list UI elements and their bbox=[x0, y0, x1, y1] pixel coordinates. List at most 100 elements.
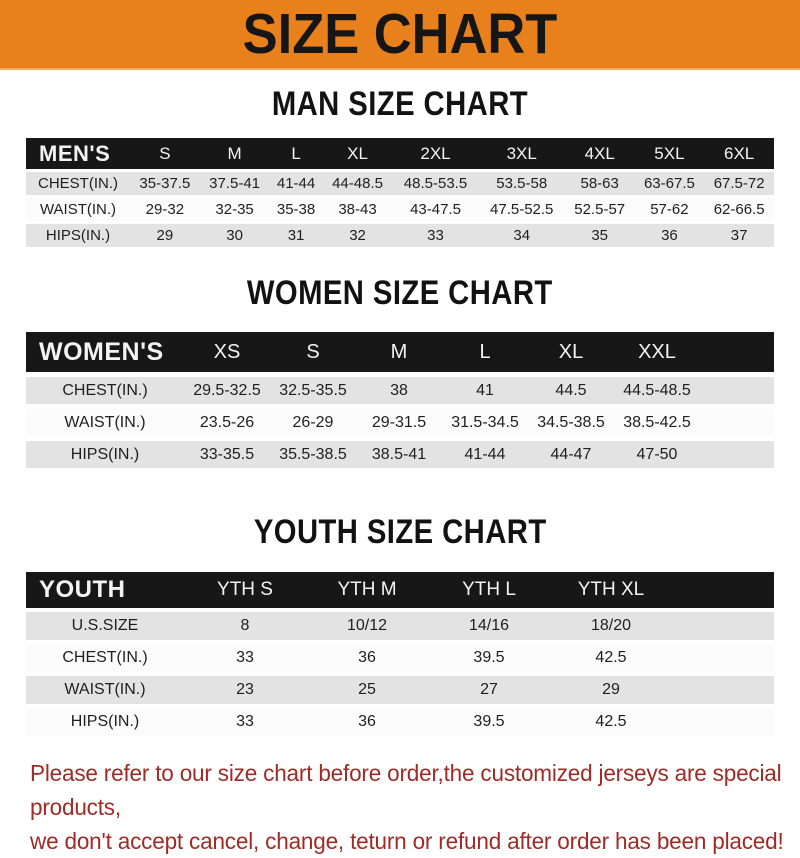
row-label-cell: CHEST(IN.) bbox=[26, 377, 184, 404]
size-value-cell: 14/16 bbox=[428, 612, 550, 640]
row-label-cell: WAIST(IN.) bbox=[26, 676, 184, 704]
section-youth: YOUTH SIZE CHART YOUTH YTH S YTH M YTH L YTH… bbox=[0, 513, 800, 740]
table-row: WAIST(IN.) 29-32 32-35 35-38 38-43 43-47.5 47.… bbox=[26, 198, 774, 221]
size-value-cell: 29 bbox=[130, 224, 200, 247]
order-note-line-1: Please refer to our size chart before or… bbox=[30, 760, 782, 820]
size-column-header: YTH L bbox=[428, 572, 550, 608]
size-column-header: 2XL bbox=[392, 138, 479, 169]
size-table-header-row: YOUTH YTH S YTH M YTH L YTH XL bbox=[26, 572, 774, 608]
size-column-header: M bbox=[199, 138, 270, 169]
size-value-cell: 33 bbox=[184, 708, 306, 736]
size-column-header: XL bbox=[322, 138, 393, 169]
table-row: HIPS(IN.) 33 36 39.5 42.5 bbox=[26, 708, 774, 736]
size-value-cell: 37 bbox=[704, 224, 774, 247]
row-label-cell: HIPS(IN.) bbox=[26, 708, 184, 736]
row-filler-cell bbox=[672, 708, 774, 736]
size-column-header: L bbox=[269, 138, 323, 169]
size-value-cell: 41-44 bbox=[269, 172, 323, 195]
size-column-header: 5XL bbox=[634, 138, 705, 169]
size-column-header: YTH M bbox=[306, 572, 428, 608]
order-note-line-2: we don't accept cancel, change, teturn o… bbox=[30, 828, 784, 854]
size-column-header: XL bbox=[528, 332, 614, 372]
size-column-header: 4XL bbox=[564, 138, 635, 169]
row-filler-cell bbox=[700, 441, 774, 468]
size-value-cell: 18/20 bbox=[550, 612, 672, 640]
women-section-heading: WOMEN SIZE CHART bbox=[0, 274, 800, 313]
size-value-cell: 26-29 bbox=[270, 409, 356, 436]
size-value-cell: 32.5-35.5 bbox=[270, 377, 356, 404]
table-title-cell: WOMEN'S bbox=[26, 332, 184, 372]
size-table-header-row: WOMEN'S XS S M L XL XXL bbox=[26, 332, 774, 372]
row-label-cell: CHEST(IN.) bbox=[26, 172, 130, 195]
size-value-cell: 35.5-38.5 bbox=[270, 441, 356, 468]
size-column-header: L bbox=[442, 332, 528, 372]
men-section-heading: MAN SIZE CHART bbox=[0, 85, 800, 124]
size-value-cell: 33-35.5 bbox=[184, 441, 270, 468]
size-value-cell: 67.5-72 bbox=[704, 172, 774, 195]
size-value-cell: 32-35 bbox=[199, 198, 270, 221]
size-column-header: 3XL bbox=[478, 138, 565, 169]
men-size-table: MEN'S S M L XL 2XL 3XL 4XL 5XL 6XL CHEST(IN.) 35-37… bbox=[26, 135, 774, 250]
size-value-cell: 52.5-57 bbox=[564, 198, 635, 221]
size-value-cell: 35-38 bbox=[269, 198, 323, 221]
size-column-header: S bbox=[270, 332, 356, 372]
size-value-cell: 29-31.5 bbox=[356, 409, 442, 436]
size-value-cell: 57-62 bbox=[634, 198, 705, 221]
row-filler-cell bbox=[672, 676, 774, 704]
size-value-cell: 53.5-58 bbox=[478, 172, 565, 195]
size-value-cell: 44.5 bbox=[528, 377, 614, 404]
men-section-heading-text: MAN SIZE CHART bbox=[271, 85, 529, 123]
row-label-cell: U.S.SIZE bbox=[26, 612, 184, 640]
row-filler-cell bbox=[672, 644, 774, 672]
youth-section-heading-text: YOUTH SIZE CHART bbox=[253, 513, 547, 551]
table-row: HIPS(IN.) 33-35.5 35.5-38.5 38.5-41 41-44 44-… bbox=[26, 441, 774, 468]
size-value-cell: 47.5-52.5 bbox=[478, 198, 565, 221]
size-value-cell: 31 bbox=[269, 224, 323, 247]
size-value-cell: 38.5-42.5 bbox=[614, 409, 700, 436]
size-column-header: YTH S bbox=[184, 572, 306, 608]
row-label-cell: WAIST(IN.) bbox=[26, 198, 130, 221]
size-value-cell: 42.5 bbox=[550, 708, 672, 736]
size-value-cell: 62-66.5 bbox=[704, 198, 774, 221]
size-value-cell: 44.5-48.5 bbox=[614, 377, 700, 404]
youth-section-heading: YOUTH SIZE CHART bbox=[0, 513, 800, 552]
size-value-cell: 27 bbox=[428, 676, 550, 704]
size-value-cell: 47-50 bbox=[614, 441, 700, 468]
size-value-cell: 36 bbox=[306, 644, 428, 672]
size-value-cell: 34.5-38.5 bbox=[528, 409, 614, 436]
size-column-header: M bbox=[356, 332, 442, 372]
size-value-cell: 29-32 bbox=[130, 198, 200, 221]
table-row: CHEST(IN.) 33 36 39.5 42.5 bbox=[26, 644, 774, 672]
size-value-cell: 38 bbox=[356, 377, 442, 404]
table-row: HIPS(IN.) 29 30 31 32 33 34 35 36 37 bbox=[26, 224, 774, 247]
size-value-cell: 39.5 bbox=[428, 644, 550, 672]
size-value-cell: 48.5-53.5 bbox=[392, 172, 479, 195]
page-title: SIZE CHART bbox=[242, 2, 558, 66]
size-value-cell: 35-37.5 bbox=[130, 172, 200, 195]
size-column-header: XXL bbox=[614, 332, 700, 372]
row-filler-cell bbox=[700, 377, 774, 404]
size-value-cell: 41-44 bbox=[442, 441, 528, 468]
size-table-header-row: MEN'S S M L XL 2XL 3XL 4XL 5XL 6XL bbox=[26, 138, 774, 169]
size-value-cell: 39.5 bbox=[428, 708, 550, 736]
table-row: CHEST(IN.) 35-37.5 37.5-41 41-44 44-48.5 48.5… bbox=[26, 172, 774, 195]
size-value-cell: 42.5 bbox=[550, 644, 672, 672]
size-value-cell: 25 bbox=[306, 676, 428, 704]
size-value-cell: 31.5-34.5 bbox=[442, 409, 528, 436]
size-column-header: S bbox=[130, 138, 200, 169]
size-chart-banner: SIZE CHART bbox=[0, 0, 800, 70]
size-value-cell: 33 bbox=[392, 224, 479, 247]
table-title-cell: YOUTH bbox=[26, 572, 184, 608]
table-row: CHEST(IN.) 29.5-32.5 32.5-35.5 38 41 44.5 44.5… bbox=[26, 377, 774, 404]
size-value-cell: 29.5-32.5 bbox=[184, 377, 270, 404]
size-value-cell: 10/12 bbox=[306, 612, 428, 640]
section-women: WOMEN SIZE CHART WOMEN'S XS S M L XL XXL CHEST(… bbox=[0, 274, 800, 473]
section-men: MAN SIZE CHART MEN'S S M L XL 2XL 3XL 4XL 5XL 6XL… bbox=[0, 85, 800, 250]
size-column-header: 6XL bbox=[704, 138, 774, 169]
size-value-cell: 36 bbox=[634, 224, 705, 247]
size-value-cell: 43-47.5 bbox=[392, 198, 479, 221]
size-value-cell: 63-67.5 bbox=[634, 172, 705, 195]
row-filler-cell bbox=[672, 612, 774, 640]
row-label-cell: CHEST(IN.) bbox=[26, 644, 184, 672]
size-value-cell: 34 bbox=[478, 224, 565, 247]
